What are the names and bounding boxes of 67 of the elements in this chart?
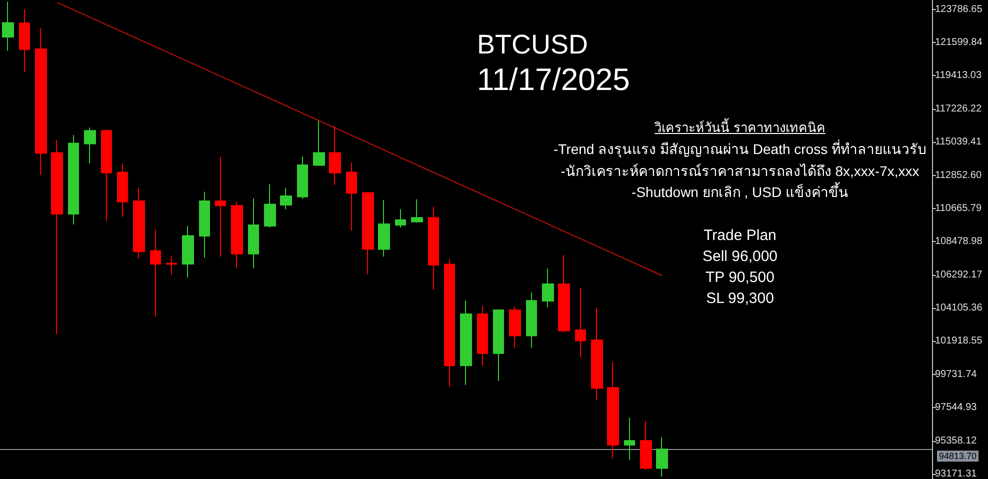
annotation: Trade Plan: [702, 226, 778, 246]
candlestick: [133, 187, 145, 259]
y-tick-label: 119413.03: [935, 70, 982, 82]
candlestick: [362, 192, 374, 275]
text: 11/17/2025: [477, 62, 630, 97]
candlestick: [215, 156, 226, 258]
candlestick: [313, 120, 325, 166]
y-tick-label: 101918.55: [935, 336, 983, 347]
candlestick: [19, 8, 30, 72]
candlestick: [150, 228, 161, 318]
candlestick: [329, 125, 341, 186]
candlestick: [297, 156, 308, 200]
y-tick-label: 95358.12: [935, 435, 978, 446]
y-tick-label: 104105.36: [935, 302, 983, 314]
candlestick: [607, 361, 619, 459]
annotation: -นักวิเคราะห์คาดการณ์ราคาสามารถลงได้ถึง 8x,xxx-7x,xxx: [560, 163, 920, 179]
y-tick-label: 123786.65: [935, 4, 983, 15]
annotation: TP 90,500: [704, 268, 776, 288]
candlestick: [378, 200, 390, 258]
candlestick: [575, 287, 586, 358]
candlestick: [526, 292, 537, 348]
candlestick: [346, 162, 357, 232]
candlestick: [656, 436, 668, 478]
candlestick: [51, 139, 63, 335]
candlestick: [493, 309, 504, 382]
candlestick: [624, 417, 635, 460]
candlestick: [264, 184, 276, 228]
annotation: -Trend ลงรุนแรง มีสัญญาณผ่าน Death cross ที่ทำลายแนวรับ: [554, 141, 926, 157]
ref-line-label: 94813.70: [939, 451, 977, 462]
candlestick: [591, 307, 603, 400]
y-tick-label: 121599.84: [935, 37, 983, 48]
y-tick-label: 93171.31: [935, 468, 978, 479]
y-tick-label: 106292.17: [935, 269, 983, 280]
candlestick: [395, 208, 406, 228]
candlestick: [35, 28, 47, 176]
y-tick-label: 110665.79: [935, 202, 982, 214]
candlestick: [101, 129, 112, 222]
text: BTCUSD: [477, 30, 588, 60]
candlestick: [640, 420, 652, 470]
candlestick: [68, 134, 79, 225]
candlestick: [182, 226, 194, 278]
candlestick: [166, 256, 177, 276]
candlestick: [460, 300, 472, 386]
candlestick: [444, 258, 455, 388]
candlestick: [509, 306, 521, 348]
candlestick: [477, 305, 488, 366]
y-tick-label: 99731.74: [935, 368, 978, 380]
candlestick: [248, 198, 259, 269]
candlestick: [411, 198, 423, 224]
candlestick: [428, 206, 439, 291]
annotation: วิเคราะห์วันนี้ ราคาทางเทคนิค: [654, 118, 826, 137]
candlestick: [542, 268, 554, 308]
annotation: Sell 96,000: [701, 247, 779, 267]
y-tick-label: 117226.22: [935, 103, 982, 114]
candlestick: [558, 254, 570, 333]
y-tick-label: 115039.41: [935, 136, 982, 148]
annotation: SL 99,300: [705, 289, 775, 309]
y-tick-label: 108478.98: [935, 236, 983, 248]
candlestick: [2, 1, 14, 52]
candlestick: [117, 162, 128, 218]
annotation: -Shutdown ยกเลิก , USD แข็งค่าขึ้น: [630, 182, 850, 202]
candlestick: [84, 127, 96, 164]
y-tick-label: 97544.93: [935, 402, 978, 414]
candlestick: [280, 187, 292, 210]
y-tick-label: 112852.60: [935, 170, 982, 181]
candlestick: [199, 191, 210, 258]
candlestick: [231, 201, 243, 269]
